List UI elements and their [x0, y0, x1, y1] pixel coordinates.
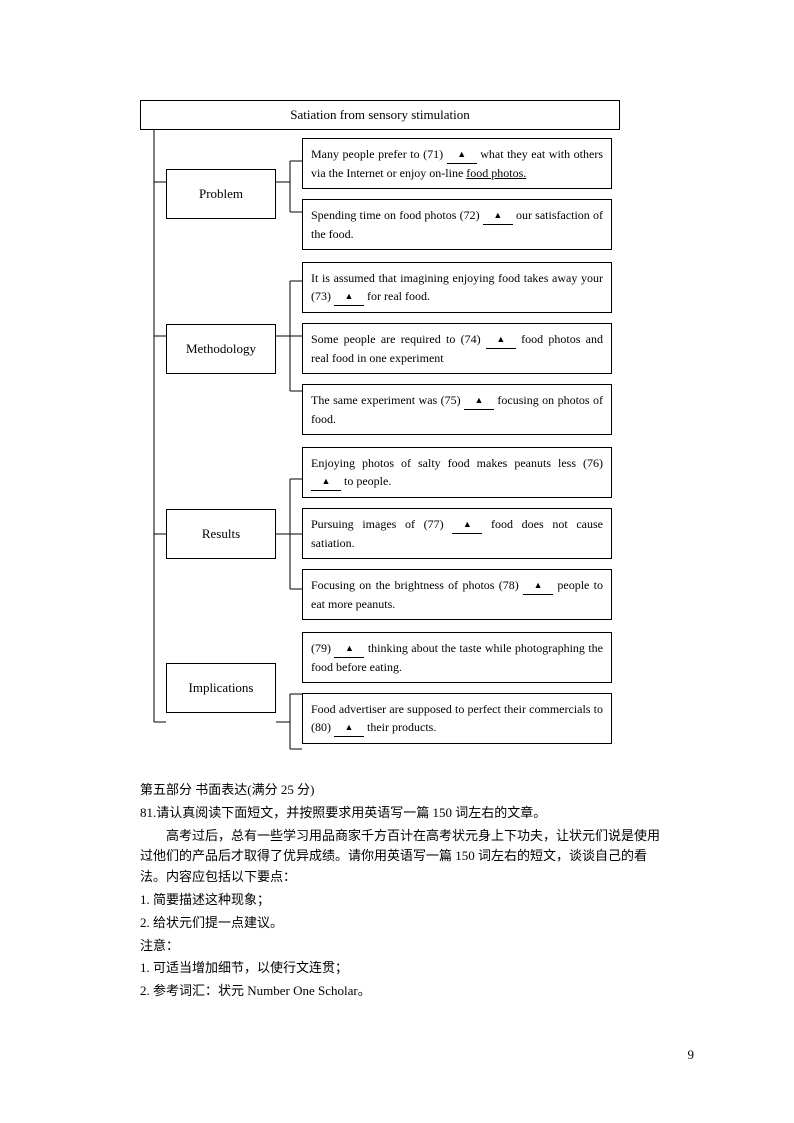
item-prefix: Spending time on food photos (72) [311, 208, 483, 222]
point-2: 2. 给状元们提一点建议。 [140, 913, 660, 934]
fill-blank[interactable] [483, 206, 513, 225]
fill-blank[interactable] [311, 472, 341, 491]
item-box: Spending time on food photos (72) our sa… [302, 199, 612, 250]
item-suffix: to people. [341, 474, 391, 488]
item-box: Enjoying photos of salty food makes pean… [302, 447, 612, 498]
item-box: Many people prefer to (71) what they eat… [302, 138, 612, 189]
fill-blank[interactable] [452, 515, 482, 534]
item-box: Pursuing images of (77) food does not ca… [302, 508, 612, 559]
question-number: 81. [140, 805, 156, 820]
fill-blank[interactable] [464, 391, 494, 410]
fill-blank[interactable] [447, 145, 477, 164]
note-1: 1. 可适当增加细节，以使行文连贯； [140, 958, 660, 979]
item-prefix: Enjoying photos of salty food makes pean… [311, 456, 603, 470]
item-box: It is assumed that imagining enjoying fo… [302, 262, 612, 313]
hierarchy-diagram: Satiation from sensory stimulation Probl… [140, 100, 660, 756]
question-line: 81.请认真阅读下面短文，并按照要求用英语写一篇 150 词左右的文章。 [140, 803, 660, 824]
item-suffix: for real food. [364, 289, 430, 303]
category-box: Implications [166, 663, 276, 713]
item-prefix: Many people prefer to (71) [311, 147, 447, 161]
section-row: Results Enjoying photos of salty food mak… [140, 447, 660, 620]
section-row: Methodology It is assumed that imagining … [140, 262, 660, 435]
items-column: It is assumed that imagining enjoying fo… [302, 262, 612, 435]
section-row: Problem Many people prefer to (71) what t… [140, 138, 660, 250]
items-column: Many people prefer to (71) what they eat… [302, 138, 612, 250]
item-prefix: Pursuing images of (77) [311, 517, 452, 531]
paragraph-1: 高考过后，总有一些学习用品商家千方百计在高考状元身上下功夫，让状元们说是使用过他… [140, 826, 660, 888]
item-prefix: Focusing on the brightness of photos (78… [311, 578, 523, 592]
item-suffix: their products. [364, 720, 436, 734]
item-prefix: (79) [311, 641, 334, 655]
diagram-title: Satiation from sensory stimulation [140, 100, 620, 130]
part-title: 第五部分 书面表达(满分 25 分) [140, 780, 660, 801]
item-box: Focusing on the brightness of photos (78… [302, 569, 612, 620]
fill-blank[interactable] [334, 287, 364, 306]
item-prefix: Some people are required to (74) [311, 332, 486, 346]
item-box: (79) thinking about the taste while phot… [302, 632, 612, 683]
item-prefix: The same experiment was (75) [311, 393, 464, 407]
note-2: 2. 参考词汇：状元 Number One Scholar。 [140, 981, 660, 1002]
section-row: Implications (79) thinking about the tast… [140, 632, 660, 744]
writing-section: 第五部分 书面表达(满分 25 分) 81.请认真阅读下面短文，并按照要求用英语… [140, 780, 660, 1004]
fill-blank[interactable] [334, 718, 364, 737]
category-box: Methodology [166, 324, 276, 374]
category-box: Results [166, 509, 276, 559]
item-box: Food advertiser are supposed to perfect … [302, 693, 612, 744]
item-box: Some people are required to (74) food ph… [302, 323, 612, 374]
fill-blank[interactable] [334, 639, 364, 658]
fill-blank[interactable] [523, 576, 553, 595]
page-number: 9 [688, 1047, 695, 1063]
note-label: 注意： [140, 936, 660, 957]
question-instruction: 请认真阅读下面短文，并按照要求用英语写一篇 150 词左右的文章。 [156, 805, 546, 820]
items-column: Enjoying photos of salty food makes pean… [302, 447, 612, 620]
items-column: (79) thinking about the taste while phot… [302, 632, 612, 744]
item-box: The same experiment was (75) focusing on… [302, 384, 612, 435]
category-box: Problem [166, 169, 276, 219]
fill-blank[interactable] [486, 330, 516, 349]
point-1: 1. 简要描述这种现象； [140, 890, 660, 911]
underlined-text: food photos. [466, 166, 526, 180]
